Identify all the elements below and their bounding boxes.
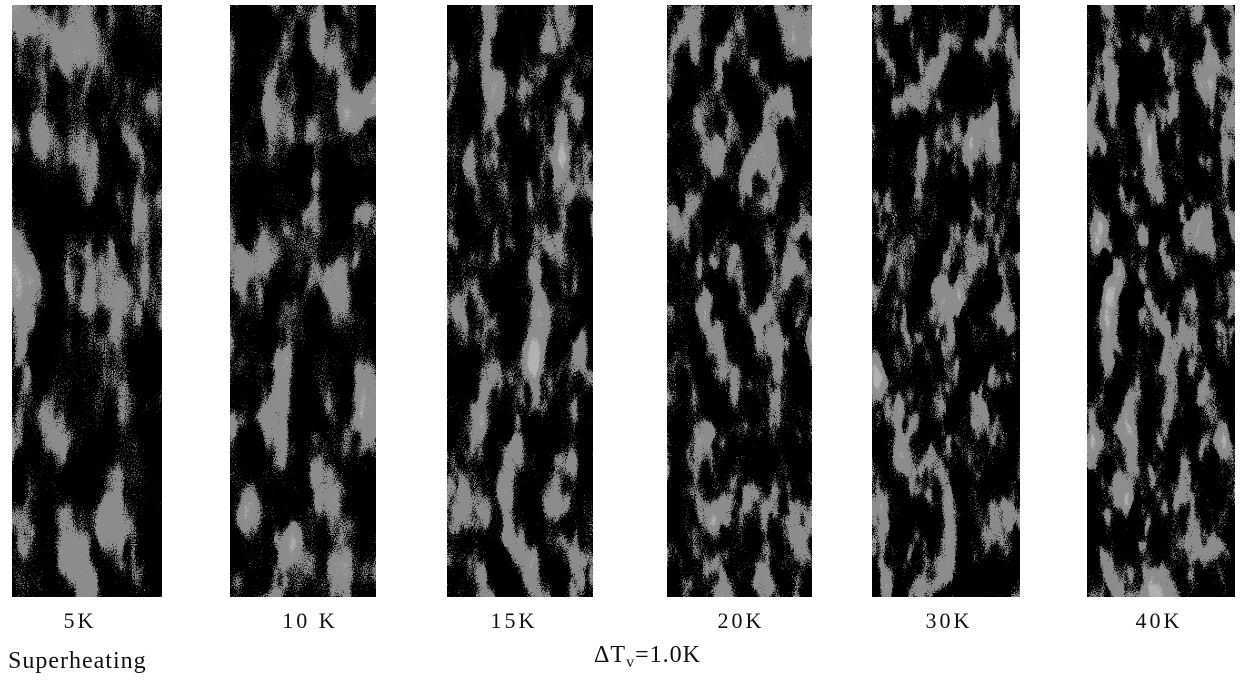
photo-panel: [872, 5, 1020, 597]
panel-label: 30K: [926, 608, 973, 633]
condition-subscript: v: [626, 654, 635, 671]
photo-panel: [667, 5, 812, 597]
panel-label: 20K: [718, 608, 765, 633]
photo-panel: [1087, 5, 1235, 597]
panel-label: 5K: [64, 608, 97, 633]
panel-label: 10 K: [282, 608, 337, 633]
condition-symbol: ΔT: [594, 642, 626, 668]
condition-rest: =1.0K: [635, 642, 701, 668]
photo-panel: [447, 5, 593, 597]
panel-label: 15K: [491, 608, 538, 633]
caption: Superheating: [8, 648, 147, 674]
panel-label: 40K: [1136, 608, 1183, 633]
photo-panel: [12, 5, 162, 597]
condition: ΔTv=1.0K: [594, 642, 701, 671]
photo-panel: [230, 5, 376, 597]
